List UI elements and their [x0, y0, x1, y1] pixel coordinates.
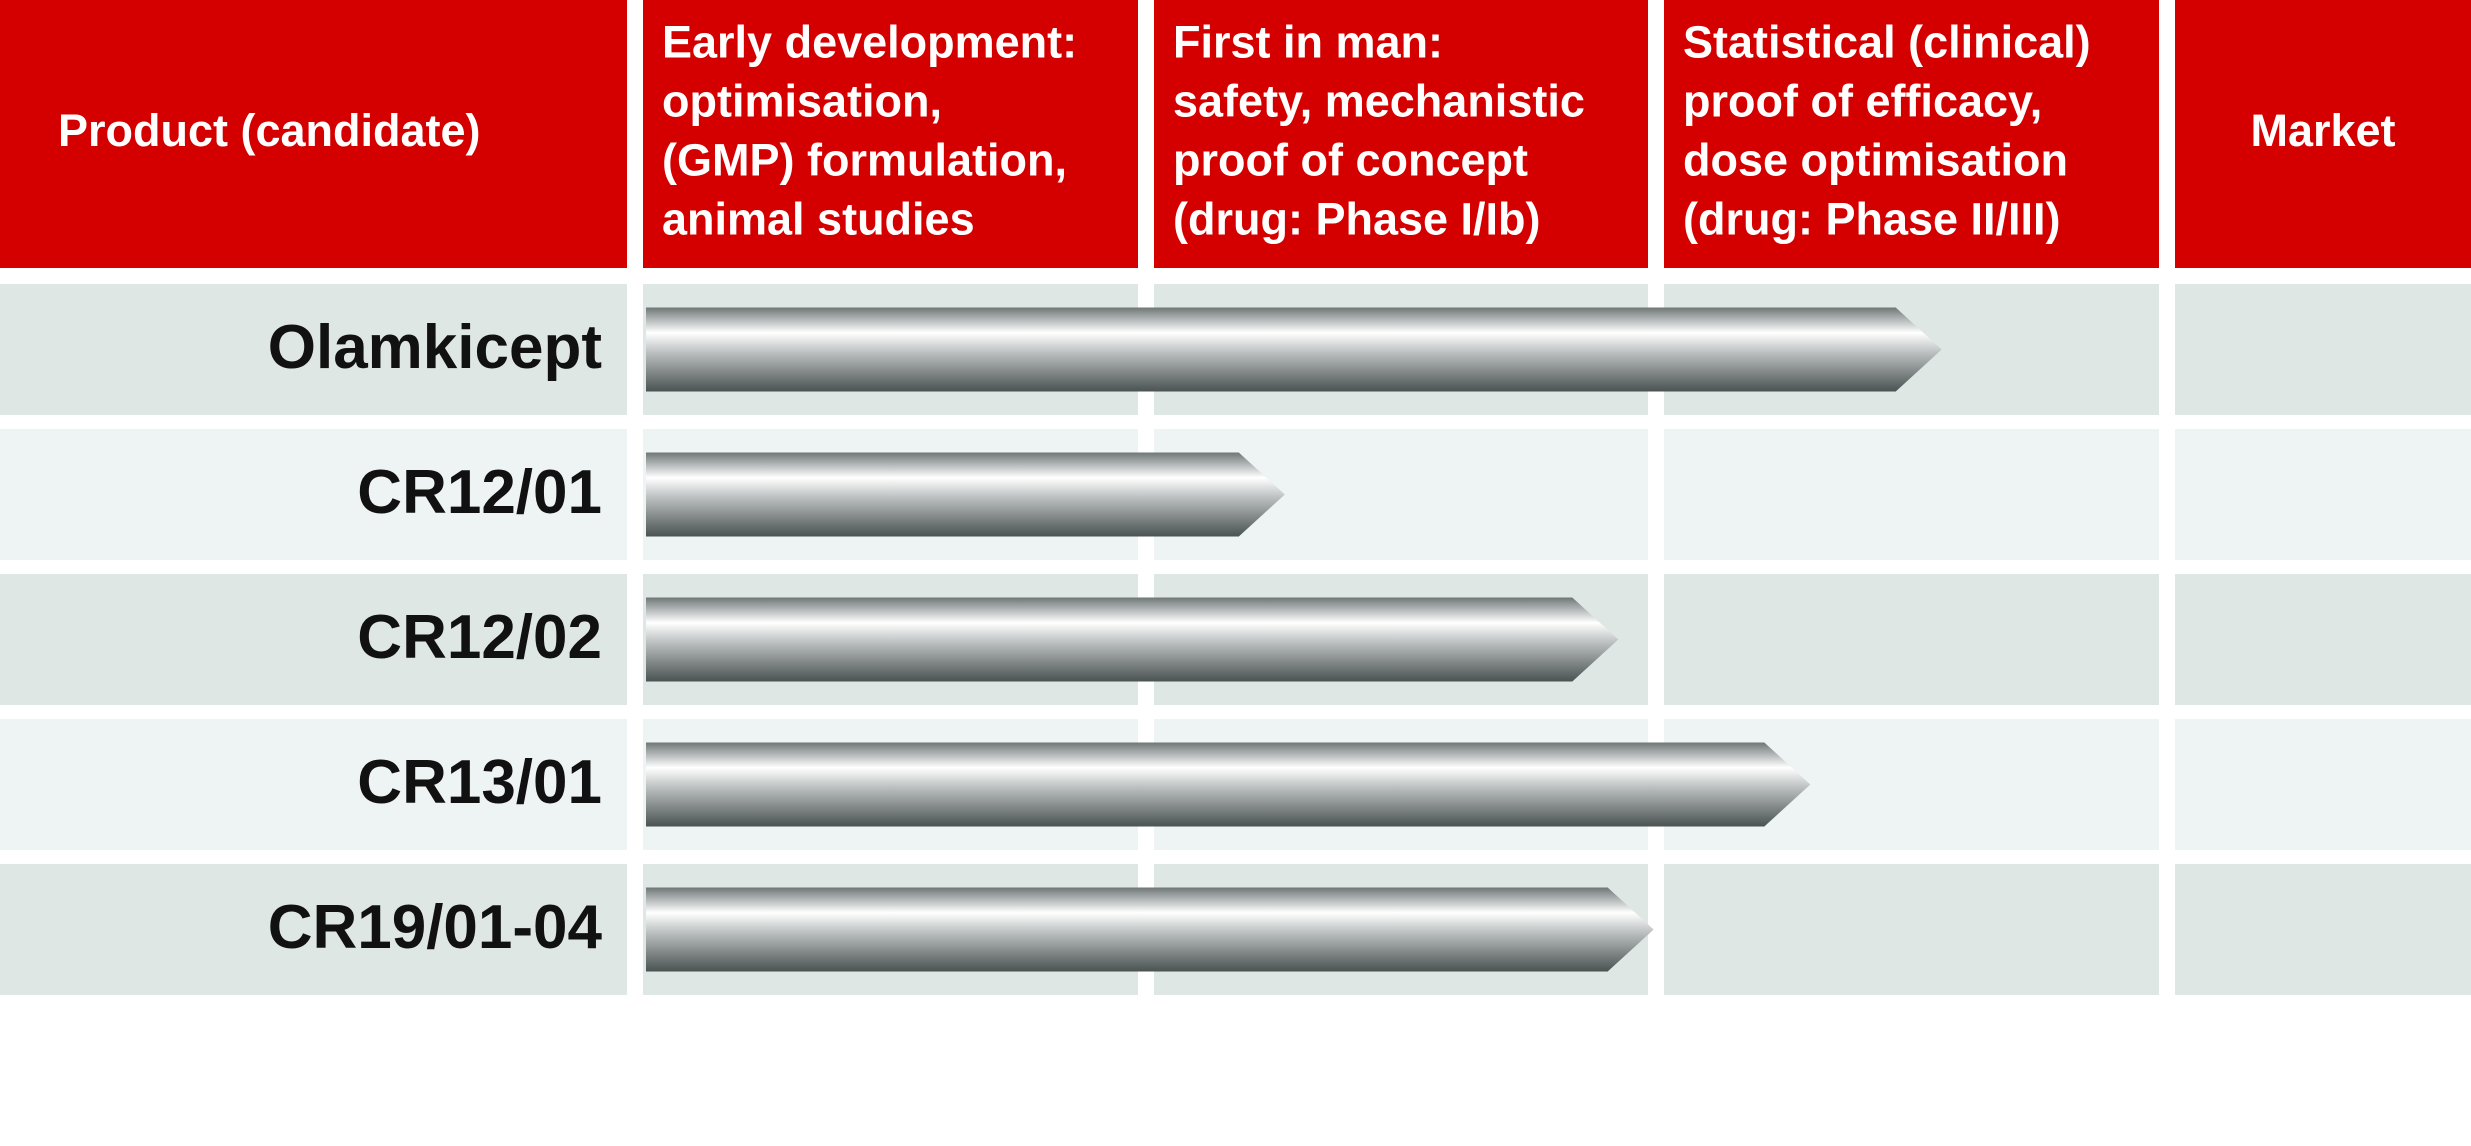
row-cell [0, 864, 627, 995]
column-header: Statistical (clinical) [1683, 16, 2091, 67]
product-label: CR19/01-04 [268, 893, 603, 962]
header-cell [0, 0, 627, 268]
row-cell [1664, 574, 2159, 705]
progress-bar [646, 742, 1811, 827]
row-cell [2175, 864, 2471, 995]
header-cell [1154, 0, 1648, 268]
column-header: Market [2250, 105, 2395, 156]
row-cell [1664, 429, 2159, 560]
progress-bar [646, 307, 1942, 392]
row-cell [0, 719, 627, 850]
column-header: First in man: [1173, 16, 1443, 67]
header-cell [2175, 0, 2471, 268]
progress-bar [646, 452, 1285, 537]
product-label: CR12/01 [357, 458, 602, 527]
progress-bar [646, 887, 1654, 972]
column-header: animal studies [662, 193, 975, 244]
column-header: Early development: [662, 16, 1077, 67]
row-cell [2175, 429, 2471, 560]
product-label: Olamkicept [268, 313, 602, 382]
column-header: safety, mechanistic [1173, 75, 1585, 126]
header-cell [1664, 0, 2159, 268]
row-cell [2175, 719, 2471, 850]
row-cell [0, 284, 627, 415]
progress-bar [646, 597, 1619, 682]
category-header: Product (candidate) [58, 105, 481, 156]
column-header: proof of concept [1173, 134, 1528, 185]
product-label: CR12/02 [357, 603, 602, 672]
column-header: (drug: Phase II/III) [1683, 193, 2061, 244]
product-label: CR13/01 [357, 748, 602, 817]
column-header: dose optimisation [1683, 134, 2068, 185]
row-cell [2175, 284, 2471, 415]
row-cell [2175, 574, 2471, 705]
row-cell [0, 574, 627, 705]
column-header: optimisation, [662, 75, 942, 126]
row-cell [0, 429, 627, 560]
row-cell [1664, 864, 2159, 995]
column-header: (drug: Phase I/Ib) [1173, 193, 1541, 244]
column-header: proof of efficacy, [1683, 75, 2042, 126]
header-cell [643, 0, 1138, 268]
column-header: (GMP) formulation, [662, 134, 1067, 185]
